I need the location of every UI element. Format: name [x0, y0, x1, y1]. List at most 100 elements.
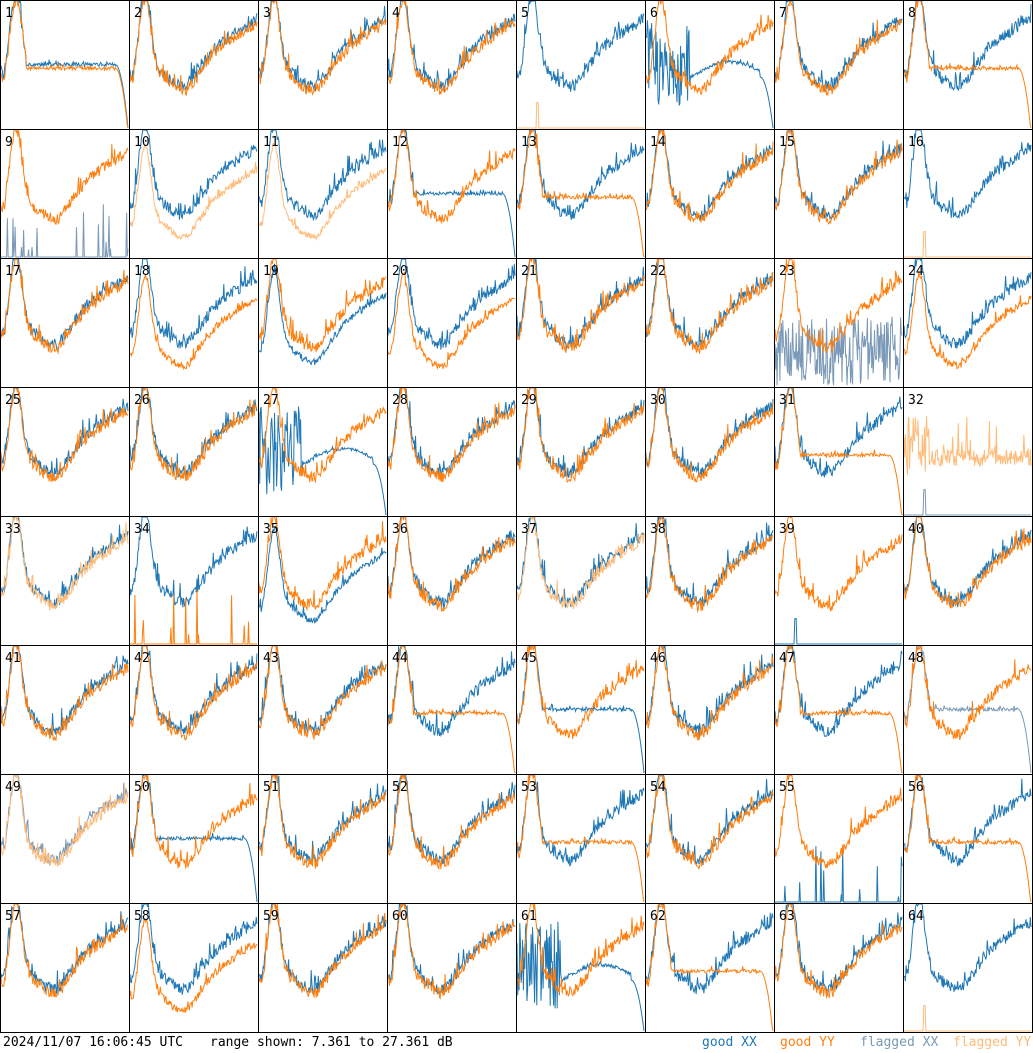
series-yy-8 [903, 0, 1032, 129]
series-xx-10 [129, 129, 258, 220]
panel-label: 13 [521, 135, 537, 150]
panel-label: 3 [263, 6, 271, 21]
panel-frame [516, 0, 646, 130]
panel-label: 23 [779, 264, 795, 279]
series-yy-51 [258, 773, 387, 869]
panel-label: 62 [650, 909, 666, 924]
series-yy-13 [516, 129, 645, 258]
antenna-panel-14: 14 [645, 129, 775, 259]
antenna-panel-48: 48 [903, 645, 1033, 775]
panel-label: 46 [650, 651, 666, 666]
series-xx-61 [516, 921, 645, 1032]
antenna-panel-3: 3 [258, 0, 388, 130]
panel-label: 20 [392, 264, 408, 279]
antenna-panel-38: 38 [645, 515, 775, 646]
panel-label: 31 [779, 393, 795, 408]
panel-label: 53 [521, 780, 537, 795]
series-yy-1 [0, 0, 129, 129]
series-yy-62 [645, 902, 774, 1032]
antenna-panel-4: 4 [387, 0, 517, 130]
series-yy-49 [0, 773, 129, 867]
panel-label: 15 [779, 135, 795, 150]
panel-label: 39 [779, 522, 795, 537]
series-xx-5 [516, 0, 645, 92]
series-yy-59 [258, 903, 387, 998]
series-yy-56 [903, 773, 1032, 903]
antenna-panel-2: 2 [129, 0, 259, 130]
antenna-panel-13: 13 [516, 129, 646, 259]
antenna-panel-58: 58 [129, 903, 259, 1033]
series-xx-39 [775, 618, 902, 645]
series-xx-19 [258, 263, 387, 366]
antenna-panel-46: 46 [645, 644, 775, 775]
series-xx-3 [258, 0, 387, 92]
series-xx-20 [387, 258, 516, 350]
antenna-panel-55: 55 [774, 773, 904, 904]
panel-label: 36 [392, 522, 408, 537]
panel-label: 44 [392, 651, 408, 666]
series-xx-6 [645, 20, 774, 129]
panel-label: 63 [779, 909, 795, 924]
series-yy-12 [387, 129, 516, 224]
footer-bar: 2024/11/07 16:06:45 UTC range shown: 7.3… [0, 1033, 1033, 1053]
series-yy-22 [645, 258, 774, 354]
antenna-panel-5: 5 [516, 0, 646, 130]
panel-label: 28 [392, 393, 408, 408]
antenna-panel-32: 32 [903, 387, 1033, 517]
antenna-panel-12: 12 [387, 128, 517, 259]
series-yy-35 [258, 516, 387, 612]
series-yy-25 [0, 387, 129, 483]
antenna-panel-24: 24 [903, 257, 1033, 388]
series-yy-33 [0, 516, 129, 611]
antenna-panel-6: 6 [645, 0, 775, 130]
panel-label: 22 [650, 264, 666, 279]
series-yy-48 [903, 645, 1032, 740]
legend-flagged-yy: flagged YY [953, 1035, 1032, 1050]
panel-label: 61 [521, 909, 537, 924]
panel-label: 34 [134, 522, 150, 537]
series-yy-10 [129, 144, 258, 240]
series-xx-16 [903, 129, 1032, 220]
series-yy-7 [774, 0, 903, 96]
antenna-panel-42: 42 [129, 645, 259, 775]
panel-frame [0, 129, 130, 259]
series-yy-27 [258, 386, 387, 484]
series-yy-31 [774, 387, 903, 516]
panel-label: 12 [392, 135, 408, 150]
series-yy-41 [0, 645, 129, 742]
panel-label: 32 [908, 393, 924, 408]
series-yy-50 [129, 773, 258, 869]
panel-label: 59 [263, 909, 279, 924]
series-yy-44 [387, 645, 516, 774]
antenna-panel-45: 45 [516, 644, 646, 775]
antenna-panel-10: 10 [129, 129, 259, 259]
series-xx-33 [0, 516, 129, 609]
antenna-panel-25: 25 [0, 387, 130, 517]
series-xx-55 [775, 846, 903, 903]
panel-frame [0, 0, 130, 130]
series-yy-16 [904, 231, 1031, 258]
panel-frame [258, 0, 388, 130]
antenna-panel-54: 54 [645, 773, 775, 904]
panel-label: 19 [263, 264, 279, 279]
range-shown: range shown: 7.361 to 27.361 dB [210, 1035, 453, 1050]
series-yy-53 [516, 774, 645, 903]
antenna-panel-16: 16 [903, 129, 1033, 259]
panel-label: 64 [908, 909, 924, 924]
panel-label: 55 [779, 780, 795, 795]
panel-label: 54 [650, 780, 666, 795]
series-yy-37 [516, 516, 645, 610]
series-yy-64 [904, 1005, 1031, 1032]
panel-label: 9 [5, 135, 13, 150]
series-yy-20 [387, 271, 516, 371]
antenna-panel-50: 50 [129, 773, 259, 904]
series-xx-23 [774, 316, 903, 386]
series-xx-11 [258, 128, 387, 222]
series-yy-55 [774, 773, 903, 869]
antenna-panel-56: 56 [903, 773, 1033, 904]
panel-label: 56 [908, 780, 924, 795]
series-xx-34 [129, 516, 258, 608]
antenna-panel-22: 22 [645, 258, 775, 388]
series-yy-21 [516, 258, 645, 353]
